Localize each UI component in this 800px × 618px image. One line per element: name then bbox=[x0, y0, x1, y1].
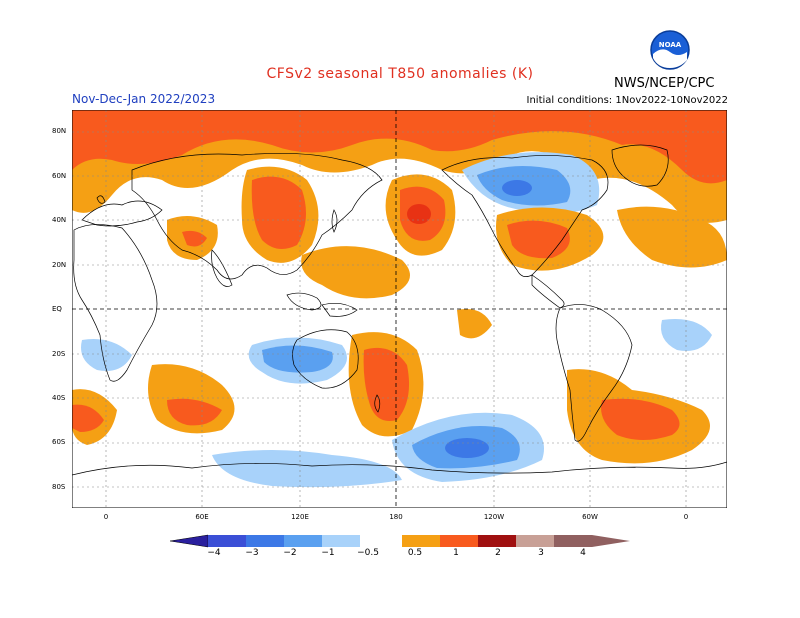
lon-label: 60W bbox=[582, 513, 598, 521]
legend-swatch bbox=[360, 535, 402, 547]
lat-label: 80S bbox=[52, 483, 66, 491]
legend-label: 2 bbox=[495, 548, 501, 558]
lon-label: 0 bbox=[683, 513, 689, 521]
lat-label: EQ bbox=[52, 305, 62, 313]
forecast-period: Nov-Dec-Jan 2022/2023 bbox=[72, 92, 216, 106]
lon-label: 60E bbox=[195, 513, 209, 521]
svg-text:NOAA: NOAA bbox=[659, 41, 682, 49]
legend-label: −3 bbox=[245, 548, 259, 558]
legend-swatch bbox=[284, 535, 322, 547]
agency-label: NWS/NCEP/CPC bbox=[614, 76, 715, 91]
legend-label: −2 bbox=[283, 548, 297, 558]
lat-label: 20N bbox=[52, 261, 67, 269]
lon-label: 120E bbox=[291, 513, 309, 521]
legend-swatch bbox=[478, 535, 516, 547]
color-legend bbox=[170, 534, 630, 548]
lat-label: 40S bbox=[52, 394, 66, 402]
initial-conditions: Initial conditions: 1Nov2022-10Nov2022 bbox=[526, 95, 728, 106]
legend-label: −4 bbox=[207, 548, 221, 558]
legend-swatch bbox=[554, 535, 630, 547]
map-title: CFSv2 seasonal T850 anomalies (K) bbox=[266, 66, 534, 82]
legend-swatch bbox=[322, 535, 360, 547]
legend-label: 3 bbox=[538, 548, 544, 558]
lat-label: 20S bbox=[52, 350, 66, 358]
legend-label: 1 bbox=[453, 548, 459, 558]
legend-label: −1 bbox=[321, 548, 335, 558]
legend-label: −0.5 bbox=[357, 548, 379, 558]
lon-label: 0 bbox=[103, 513, 109, 521]
legend-label: 0.5 bbox=[407, 548, 423, 558]
legend-swatch bbox=[170, 534, 209, 548]
legend-swatch bbox=[208, 535, 246, 547]
legend-swatch bbox=[516, 535, 554, 547]
legend-swatch bbox=[440, 535, 478, 547]
lon-label: 180 bbox=[389, 513, 403, 521]
lat-label: 80N bbox=[52, 127, 67, 135]
legend-swatch bbox=[246, 535, 284, 547]
anomaly-map bbox=[72, 110, 727, 508]
legend-label: 4 bbox=[580, 548, 586, 558]
legend-swatch bbox=[402, 535, 440, 547]
lon-label: 120W bbox=[483, 513, 505, 521]
lat-label: 60N bbox=[52, 172, 67, 180]
noaa-logo-icon: NOAA bbox=[650, 30, 690, 70]
lat-label: 60S bbox=[52, 438, 66, 446]
lat-label: 40N bbox=[52, 216, 67, 224]
